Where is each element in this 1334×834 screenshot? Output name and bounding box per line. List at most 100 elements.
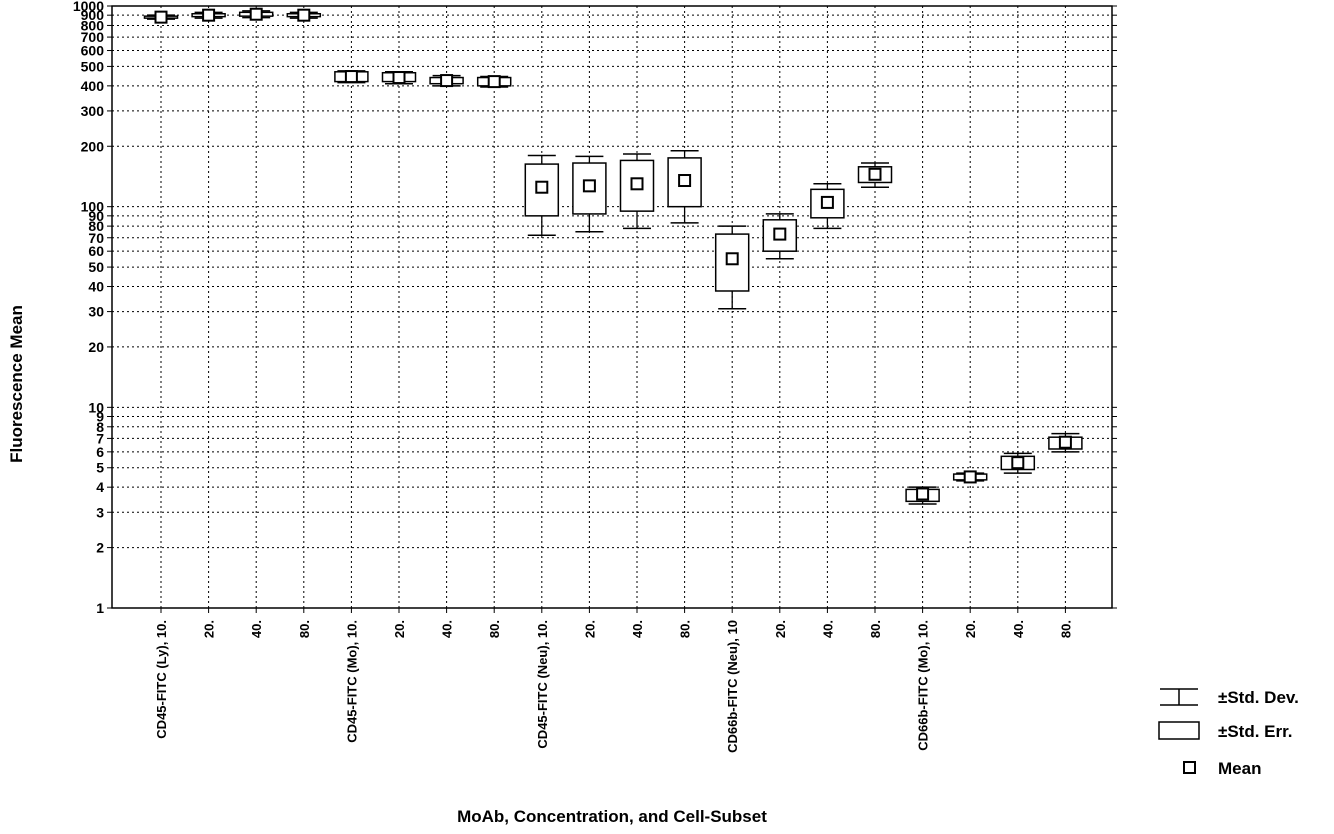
mean-marker bbox=[773, 227, 787, 241]
x-tick-label: 40. bbox=[249, 620, 264, 638]
y-tick-label: 90 bbox=[88, 208, 104, 224]
x-axis-title: MoAb, Concentration, and Cell-Subset bbox=[457, 807, 767, 826]
y-tick-label: 1000 bbox=[73, 0, 104, 14]
se-box bbox=[714, 233, 750, 292]
x-tick-label: 40. bbox=[630, 620, 645, 638]
mean-marker bbox=[535, 180, 549, 194]
y-tick-label: 20 bbox=[88, 339, 104, 355]
box-item bbox=[572, 155, 607, 233]
legend-item-se: ±Std. Err. bbox=[1158, 721, 1293, 741]
x-axis: CD45-FITC (Ly), 10. 20. 40. 80. CD45-FITC (M… bbox=[154, 608, 1073, 753]
box-item bbox=[334, 70, 369, 84]
y-tick-label: 80 bbox=[88, 218, 104, 234]
box-item bbox=[762, 213, 798, 260]
y-tick-label: 9 bbox=[96, 409, 104, 425]
x-tick-label: 20. bbox=[773, 620, 788, 638]
y-tick-label: 5 bbox=[96, 460, 104, 476]
se-box bbox=[572, 162, 607, 215]
x-tick-label: 80. bbox=[487, 620, 502, 638]
legend-se-box bbox=[1158, 721, 1200, 740]
grid-lines bbox=[112, 5, 1112, 609]
mean-marker bbox=[678, 174, 692, 188]
mean-marker bbox=[963, 470, 977, 484]
box-plot-series bbox=[143, 7, 1083, 505]
y-tick-label: 900 bbox=[81, 7, 105, 23]
mean-marker bbox=[154, 10, 168, 24]
y-tick-label: 6 bbox=[96, 444, 104, 460]
mean-marker bbox=[249, 7, 263, 21]
mean-marker bbox=[630, 177, 644, 191]
y-axis-title: Fluorescence Mean bbox=[7, 305, 26, 463]
box-item bbox=[667, 149, 702, 224]
x-tick-label: 20. bbox=[582, 620, 597, 638]
legend-item-mean: Mean bbox=[1183, 759, 1261, 778]
mean-marker bbox=[440, 74, 454, 88]
mean-marker bbox=[1011, 456, 1025, 470]
x-tick-label: CD45-FITC (Ly), 10. bbox=[154, 620, 169, 739]
y-tick-label: 4 bbox=[96, 479, 104, 495]
box-item bbox=[1048, 432, 1083, 453]
legend-mean-marker bbox=[1183, 761, 1196, 774]
mean-marker bbox=[392, 71, 406, 85]
y-tick-label: 700 bbox=[81, 29, 105, 45]
legend-label-sd: ±Std. Dev. bbox=[1218, 688, 1299, 707]
y-tick-label: 600 bbox=[81, 43, 105, 59]
y-tick-label: 3 bbox=[96, 504, 104, 520]
y-tick-label: 800 bbox=[81, 17, 105, 33]
plot-frame bbox=[111, 5, 1113, 609]
box-item bbox=[857, 162, 893, 188]
mean-marker bbox=[820, 195, 834, 209]
y-tick-label: 100 bbox=[81, 199, 105, 215]
y-tick-label: 200 bbox=[81, 138, 105, 154]
y-tick-label: 40 bbox=[88, 279, 104, 295]
x-tick-label: 80. bbox=[297, 620, 312, 638]
y-tick-label: 60 bbox=[88, 243, 104, 259]
mean-marker bbox=[344, 70, 358, 84]
mean-marker bbox=[725, 252, 739, 266]
box-item bbox=[714, 225, 750, 310]
x-tick-label: 40. bbox=[440, 620, 455, 638]
y-tick-label: 30 bbox=[88, 304, 104, 320]
box-item bbox=[381, 71, 417, 85]
box-item bbox=[524, 154, 560, 237]
box-item bbox=[191, 8, 226, 22]
box-item bbox=[1000, 452, 1036, 474]
y-tick-label: 8 bbox=[96, 419, 104, 435]
box-item bbox=[238, 7, 274, 21]
legend: ±Std. Dev. ±Std. Err. Mean bbox=[1158, 688, 1299, 778]
y-tick-label: 7 bbox=[96, 430, 104, 446]
x-tick-label: 80. bbox=[1058, 620, 1073, 638]
mean-marker bbox=[1058, 435, 1072, 449]
x-tick-label: 20. bbox=[392, 620, 407, 638]
box-item bbox=[952, 470, 988, 484]
y-tick-label: 10 bbox=[88, 399, 104, 415]
mean-marker bbox=[916, 487, 930, 501]
x-tick-label: 80. bbox=[678, 620, 693, 638]
legend-label-se: ±Std. Err. bbox=[1218, 722, 1293, 741]
mean-marker bbox=[297, 8, 311, 22]
x-tick-label: CD66b-FITC (Neu), 10 bbox=[725, 620, 740, 753]
y-tick-label: 500 bbox=[81, 58, 105, 74]
x-tick-label: 40. bbox=[820, 620, 835, 638]
mean-marker bbox=[868, 167, 882, 181]
x-tick-label: 80. bbox=[868, 620, 883, 638]
x-tick-label: 20. bbox=[202, 620, 217, 638]
y-tick-label: 1 bbox=[96, 600, 104, 616]
y-tick-label: 300 bbox=[81, 103, 105, 119]
mean-marker bbox=[202, 8, 216, 22]
box-item bbox=[476, 75, 512, 89]
box-item bbox=[429, 74, 464, 88]
x-tick-label: CD45-FITC (Neu), 10. bbox=[535, 620, 550, 749]
y-tick-label: 2 bbox=[96, 540, 104, 556]
mean-marker bbox=[582, 179, 596, 193]
legend-item-sd: ±Std. Dev. bbox=[1160, 688, 1299, 707]
box-item bbox=[905, 486, 940, 505]
y-tick-label: 400 bbox=[81, 78, 105, 94]
y-tick-label: 50 bbox=[88, 259, 104, 275]
box-item bbox=[619, 153, 655, 230]
x-tick-label: 20. bbox=[963, 620, 978, 638]
box-item bbox=[143, 10, 179, 24]
box-item bbox=[810, 183, 845, 230]
